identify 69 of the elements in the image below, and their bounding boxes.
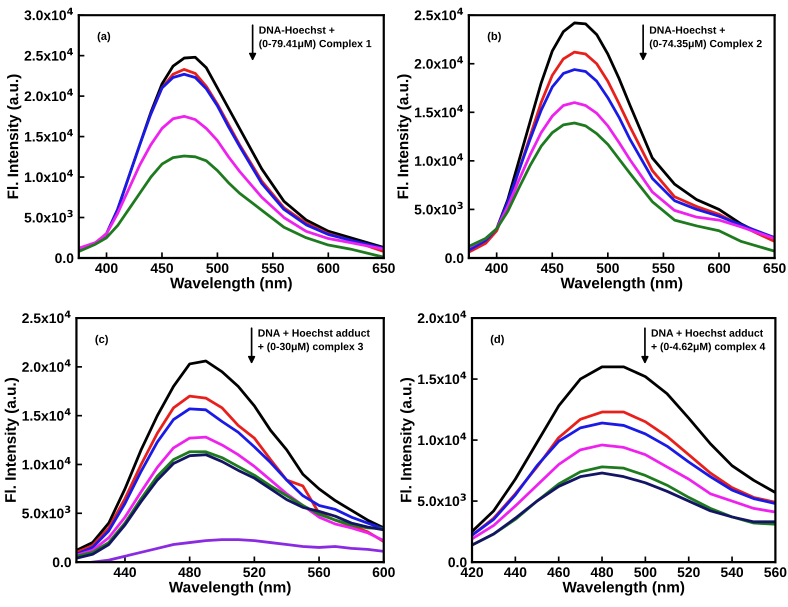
y-tick-label: 5.0x10$^{3}$ [418, 493, 466, 506]
x-axis-title: Wavelength (nm) [562, 581, 684, 596]
y-tick-label: 1.0x10$^{4}$ [418, 432, 466, 446]
annotation: (b) [488, 32, 501, 42]
x-tick-label: 400 [95, 263, 118, 274]
y-tick-label: 0.0 [448, 557, 467, 568]
y-tick-label: 1.0x10$^{4}$ [415, 153, 464, 166]
y-tick-label: 1.5x10$^{4}$ [418, 372, 466, 384]
annotation: (a) [98, 32, 110, 42]
y-axis-title: Fl. Intensity (a.u.) [7, 74, 22, 198]
y-tick-label: 2.0x10$^{4}$ [22, 359, 71, 372]
annotation: DNA-Hoechst + (0-79.41μM) Complex 1 [259, 26, 372, 50]
x-tick-label: 500 [206, 263, 228, 274]
y-axis-title: Fl. Intensity (a.u.) [400, 378, 415, 502]
y-tick-label: 5.0x10$^{3}$ [24, 210, 73, 223]
x-tick-label: 520 [678, 567, 700, 578]
x-tick-label: 650 [764, 263, 786, 274]
annotation: DNA + Hoechst adduct + (0-4.62μM) complex 4 [651, 329, 766, 352]
x-tick-label: 440 [114, 567, 136, 578]
y-tick-label: 3.0x10$^{4}$ [24, 8, 74, 20]
x-tick-label: 400 [485, 263, 508, 274]
x-tick-label: 450 [150, 263, 173, 274]
line-series [468, 122, 775, 253]
x-tick-label: 520 [243, 567, 266, 578]
y-tick-label: 2.5x10$^{4}$ [22, 310, 71, 324]
x-tick-label: 560 [308, 567, 330, 578]
x-tick-label: 650 [372, 263, 395, 274]
y-tick-label: 5.0x10$^{3}$ [414, 202, 463, 214]
y-axis-title: Fl. Intensity (a.u.) [4, 378, 19, 502]
x-tick-label: 600 [372, 567, 395, 578]
x-axis-title: Wavelength (nm) [168, 581, 291, 596]
y-tick-label: 1.0x10$^{4}$ [22, 457, 71, 470]
x-tick-label: 450 [540, 263, 564, 274]
x-tick-label: 480 [178, 567, 201, 578]
y-tick-label: 1.0x10$^{4}$ [24, 170, 74, 182]
y-tick-label: 0.0 [445, 253, 464, 264]
x-tick-label: 550 [652, 263, 674, 274]
annotation: DNA + Hoechst adduct + (0-30μM) complex 3 [258, 329, 370, 352]
x-axis-title: Wavelength (nm) [170, 277, 292, 292]
x-tick-label: 550 [262, 263, 284, 274]
y-tick-label: 2.5x10$^{4}$ [24, 48, 74, 61]
x-tick-label: 480 [590, 567, 614, 578]
annotation: DNA-Hoechst + (0-74.35μM) Complex 2 [650, 26, 762, 50]
x-tick-label: 600 [317, 263, 340, 274]
y-tick-label: 0.0 [55, 253, 74, 264]
y-tick-label: 2.0x10$^{4}$ [418, 310, 466, 324]
x-tick-label: 500 [596, 263, 619, 274]
y-axis-title: Fl. Intensity (a.u.) [397, 74, 412, 198]
x-axis-title: Wavelength (nm) [560, 277, 682, 292]
line-series [91, 538, 384, 562]
y-tick-label: 0.0 [52, 557, 72, 568]
y-tick-label: 2.5x10$^{4}$ [414, 8, 464, 20]
y-tick-label: 1.5x10$^{4}$ [22, 408, 71, 421]
x-tick-label: 600 [708, 263, 730, 274]
x-tick-label: 540 [720, 567, 744, 578]
y-tick-label: 1.5x10$^{4}$ [415, 104, 464, 118]
y-tick-label: 1.5x10$^{4}$ [24, 129, 74, 142]
x-tick-label: 560 [764, 567, 786, 578]
annotation: (d) [490, 334, 504, 346]
line-series [78, 114, 384, 250]
x-tick-label: 500 [634, 567, 656, 578]
x-tick-label: 460 [547, 567, 570, 578]
y-tick-label: 2.0x10$^{4}$ [24, 88, 74, 102]
annotation: (c) [95, 334, 108, 346]
y-tick-label: 5.0x10$^{3}$ [22, 506, 70, 518]
y-tick-label: 2.0x10$^{4}$ [414, 56, 464, 69]
x-tick-label: 420 [460, 567, 484, 578]
line-series [472, 444, 776, 540]
x-tick-label: 440 [504, 567, 526, 578]
